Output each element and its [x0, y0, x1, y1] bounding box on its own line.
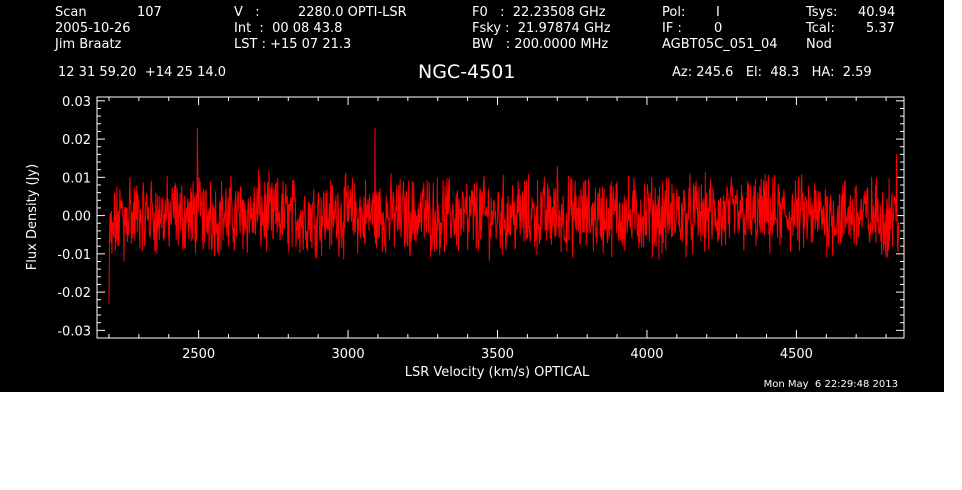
y-tick-label: -0.02	[57, 286, 91, 301]
y-tick-label: 0.03	[62, 95, 91, 110]
scan-number: 107	[137, 5, 162, 20]
velocity-label: V :	[234, 5, 260, 20]
plot-timestamp: Mon May 6 22:29:48 2013	[763, 379, 898, 390]
x-tick-label: 2500	[182, 347, 215, 362]
sky-frequency: Fsky : 21.97874 GHz	[472, 21, 611, 36]
x-tick-label: 4000	[630, 347, 663, 362]
spectrum-chart: 2500 3000 3500 4000 4500 -0.03 -0.02 -0.01 0.00 0…	[25, 95, 905, 380]
series-layer	[108, 127, 900, 304]
x-tick-label: 3000	[332, 347, 365, 362]
x-tick-label: 4500	[780, 347, 813, 362]
y-tick-label: 0.02	[62, 133, 91, 148]
bandwidth: BW : 200.0000 MHz	[472, 37, 609, 52]
scan-label: Scan	[55, 5, 87, 20]
y-axis-title: Flux Density (Jy)	[25, 164, 40, 270]
axis-ticks: 2500 3000 3500 4000 4500 -0.03 -0.02 -0.01 0.00 0…	[57, 95, 904, 362]
az-el-ha: Az: 245.6 El: 48.3 HA: 2.59	[672, 65, 872, 80]
obs-date: 2005-10-26	[55, 21, 131, 36]
polarization-value: I	[716, 5, 720, 20]
observer-name: Jim Braatz	[55, 37, 122, 52]
spectrum-series-line	[108, 127, 900, 304]
x-tick-label: 3500	[481, 347, 514, 362]
source-coordinates: 12 31 59.20 +14 25 14.0	[58, 65, 227, 80]
plot-frame	[96, 96, 905, 339]
project-id: AGBT05C_051_04	[662, 37, 778, 52]
y-tick-label: 0.00	[62, 210, 91, 225]
polarization-label: Pol:	[662, 5, 686, 20]
tsys-value: 40.94	[858, 5, 896, 20]
tsys-label: Tsys:	[806, 5, 838, 20]
plot-panel: Scan 107 2005-10-26 Jim Braatz V : 2280.…	[0, 0, 944, 392]
rest-frequency: F0 : 22.23508 GHz	[472, 5, 606, 20]
tcal-value: 5.37	[866, 21, 895, 36]
source-name: NGC-4501	[418, 61, 516, 83]
if-value: 0	[714, 21, 723, 36]
velocity-value: 2280.0 OPTI-LSR	[298, 5, 407, 20]
lst-value: LST : +15 07 21.3	[234, 37, 352, 52]
x-axis-title: LSR Velocity (km/s) OPTICAL	[405, 365, 590, 380]
y-tick-label: 0.01	[62, 171, 91, 186]
tcal-label: Tcal:	[806, 21, 835, 36]
if-label: IF :	[662, 21, 682, 36]
integration-time: Int : 00 08 43.8	[234, 21, 343, 36]
switching-mode: Nod	[806, 37, 832, 52]
y-tick-label: -0.01	[57, 248, 91, 263]
y-tick-label: -0.03	[57, 324, 91, 339]
